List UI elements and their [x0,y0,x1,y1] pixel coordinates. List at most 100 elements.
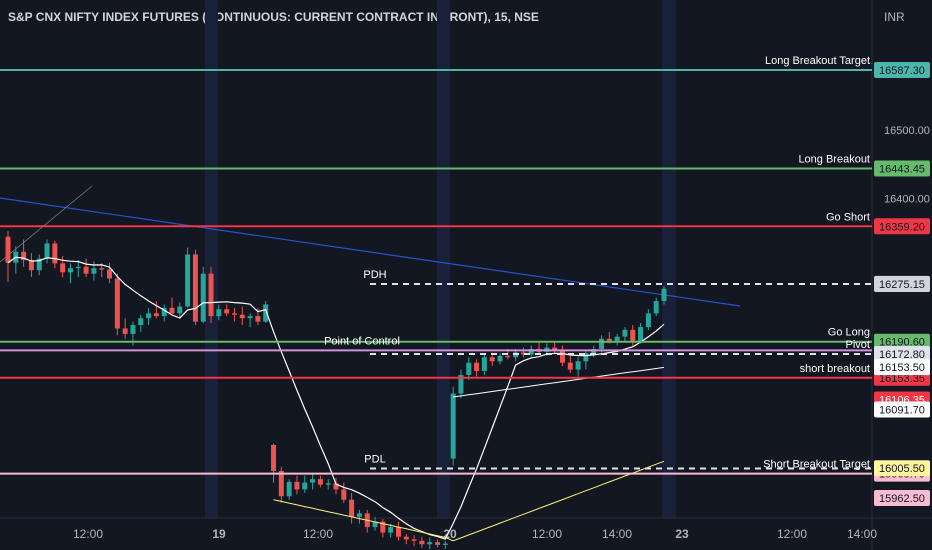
candle-body[interactable] [216,309,222,317]
candle-body[interactable] [356,513,362,517]
candle-body[interactable] [599,338,605,350]
candle-body[interactable] [83,266,89,274]
candle-body[interactable] [380,521,386,533]
candle-body[interactable] [161,307,167,317]
candle-body[interactable] [224,309,230,314]
candle-body[interactable] [263,304,269,322]
candle-body[interactable] [302,482,308,490]
candle-body[interactable] [52,243,58,264]
price-tag-text: 16275.15 [879,279,925,291]
candle-body[interactable] [192,254,198,322]
candle-body[interactable] [255,316,261,322]
candle-body[interactable] [231,313,237,315]
candle-body[interactable] [567,362,573,370]
candle-body[interactable] [349,499,355,517]
candle-body[interactable] [552,347,558,351]
candle-body[interactable] [75,266,81,269]
candle-body[interactable] [411,539,417,541]
time-tick-label: 19 [212,527,226,541]
session-band [662,0,676,518]
candle-body[interactable] [645,313,651,328]
price-tick-label: 16400.00 [884,193,930,205]
candle-body[interactable] [474,362,480,371]
candle-body[interactable] [114,278,120,329]
candle-body[interactable] [310,479,316,483]
candle-body[interactable] [177,306,183,314]
time-tick-label: 12:00 [777,527,807,541]
candle-body[interactable] [122,328,128,334]
candle-body[interactable] [21,251,27,260]
time-tick-label: 14:00 [602,527,632,541]
vwap-line [273,460,665,542]
candle-body[interactable] [403,536,409,540]
price-tag [874,460,930,477]
trendline[interactable] [0,197,741,307]
candle-body[interactable] [325,483,331,485]
candle-body[interactable] [450,393,456,459]
candle-body[interactable] [388,527,394,533]
candle-body[interactable] [481,357,487,371]
candle-body[interactable] [505,355,511,358]
candle-body[interactable] [442,543,448,545]
price-tag [874,62,930,78]
candle-body[interactable] [278,470,284,497]
candle-body[interactable] [91,268,97,274]
candle-body[interactable] [661,288,667,302]
candle-body[interactable] [130,325,136,334]
candle-body[interactable] [286,481,292,497]
candle-body[interactable] [435,542,441,545]
candle-body[interactable] [489,357,495,362]
candle-body[interactable] [107,269,113,279]
candle-body[interactable] [583,353,589,362]
price-tag [874,275,930,292]
candle-body[interactable] [200,273,206,322]
currency-label[interactable]: INR [884,10,905,24]
candle-body[interactable] [606,338,612,341]
candle-body[interactable] [294,481,300,490]
candle-body[interactable] [575,361,581,370]
candle-body[interactable] [458,375,464,394]
candle-body[interactable] [271,444,277,471]
candle-body[interactable] [622,329,628,337]
candle-body[interactable] [28,259,34,271]
candle-body[interactable] [239,314,245,319]
candle-body[interactable] [153,313,159,317]
candle-body[interactable] [497,355,503,362]
candle-body[interactable] [44,243,50,259]
candle-body[interactable] [169,307,175,314]
candle-body[interactable] [99,268,105,270]
candle-body[interactable] [341,489,347,500]
candle-body[interactable] [146,313,152,319]
candle-body[interactable] [185,254,191,307]
candle-body[interactable] [60,263,66,273]
candle-body[interactable] [317,479,323,485]
candle-body[interactable] [67,268,73,273]
price-tag [874,401,930,418]
price-tag-text: 16587.30 [879,65,925,77]
candle-body[interactable] [520,352,526,355]
candle-body[interactable] [466,362,472,376]
level-label: PDH [363,269,386,281]
candle-body[interactable] [372,521,378,528]
candle-body[interactable] [528,349,534,355]
candle-body[interactable] [559,350,565,363]
candle-body[interactable] [427,542,433,545]
candle-body[interactable] [638,327,644,343]
price-tag-text: 16153.35 [879,373,925,385]
price-tag [874,218,930,235]
candle-body[interactable] [653,301,659,314]
candle-body[interactable] [5,236,11,263]
price-tag-text: 16359.20 [879,221,925,233]
vwap-upper-line [453,366,665,398]
candle-body[interactable] [630,329,636,343]
candle-body[interactable] [138,318,144,326]
candle-body[interactable] [395,527,401,537]
candle-body[interactable] [419,540,425,545]
candle-body[interactable] [333,483,339,490]
level-label: short breakout [800,363,870,375]
candle-body[interactable] [36,258,42,271]
candle-body[interactable] [614,336,620,341]
candle-body[interactable] [208,273,214,317]
candle-body[interactable] [247,316,253,319]
